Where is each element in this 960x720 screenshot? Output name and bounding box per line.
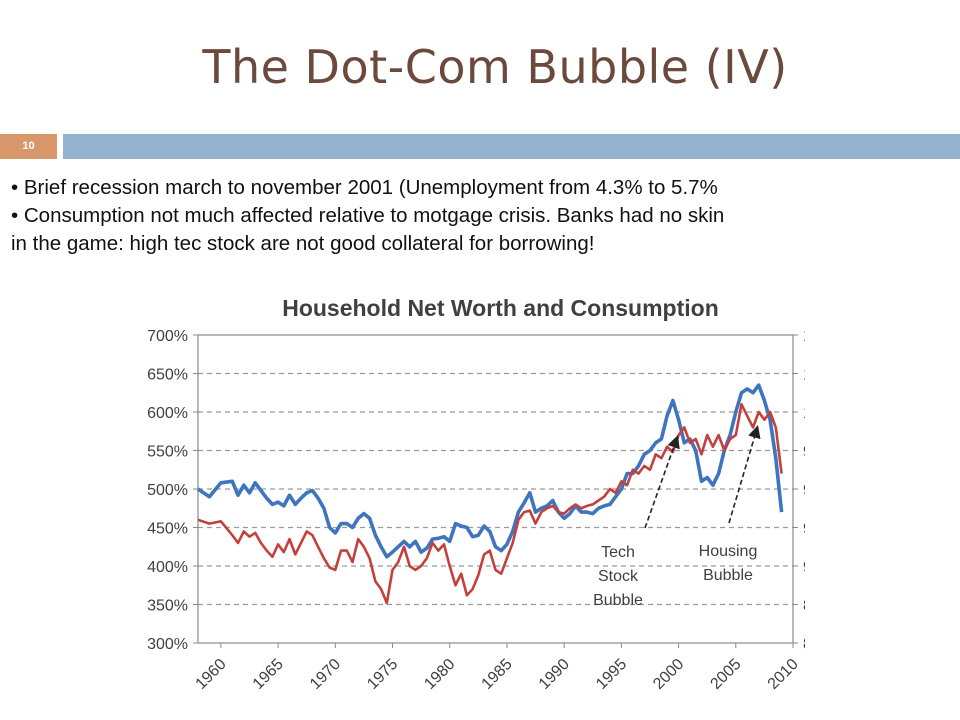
x-tick-label: 2010 [765,656,802,693]
tech-bubble-label: Stock [598,568,639,585]
y-tick-label: 550% [147,444,188,461]
tech-bubble-arrow [644,435,680,529]
bullet-recession: • Brief recession march to november 2001… [11,176,718,199]
x-tick-label: 1990 [536,656,573,693]
y2-tick-label: 92.5% [803,521,805,538]
y2-tick-label: 87.5% [803,598,805,615]
net-worth-consumption-chart: Household Net Worth and Consumption 300% 8… [147,295,805,693]
x-tick-label: 1975 [364,656,401,693]
x-tick-label: 1995 [593,656,630,693]
bullet-consumption: • Consumption not much affected relative… [11,204,725,227]
y-tick-label: 650% [147,367,188,384]
x-tick-label: 1960 [193,656,230,693]
y2-tick-label: 105.0% [803,328,805,345]
y-tick-label: 500% [147,482,188,499]
net-worth-series-line [196,383,784,559]
y-tick-label: 350% [147,598,188,615]
y2-tick-label: 90.0% [803,559,805,576]
y-tick-label: 400% [147,559,188,576]
tech-bubble-label: Bubble [593,592,643,609]
y2-tick-label: 85.0% [803,636,805,653]
bullet-list: • Brief recession march to november 2001… [11,174,951,258]
chart-title: Household Net Worth and Consumption [282,295,719,321]
tech-bubble-label: Tech [601,544,635,561]
y2-tick-label: 100.0% [803,405,805,422]
housing-bubble-label: Bubble [703,567,753,584]
x-tick-label: 1985 [479,656,516,693]
header-accent-bar [63,134,960,159]
x-tick-label: 1965 [250,656,287,693]
x-tick-label: 2005 [707,656,744,693]
y-tick-label: 600% [147,405,188,422]
y-tick-label: 450% [147,521,188,538]
y-tick-label: 300% [147,636,188,653]
x-tick-label: 2000 [650,656,687,693]
y2-tick-label: 95.0% [803,482,805,499]
housing-bubble-arrow [728,425,761,524]
slide-number-badge: 10 [0,134,57,159]
y2-tick-label: 97.5% [803,444,805,461]
y2-tick-label: 102.5% [803,367,805,384]
bullet-consumption-continued: in the game: high tec stock are not good… [11,232,595,255]
y-tick-label: 700% [147,328,188,345]
slide-title: The Dot-Com Bubble (IV) [202,40,788,94]
housing-bubble-label: Housing [699,543,758,560]
x-tick-label: 1970 [307,656,344,693]
consumption-series-line [197,403,783,605]
x-tick-label: 1980 [421,656,458,693]
